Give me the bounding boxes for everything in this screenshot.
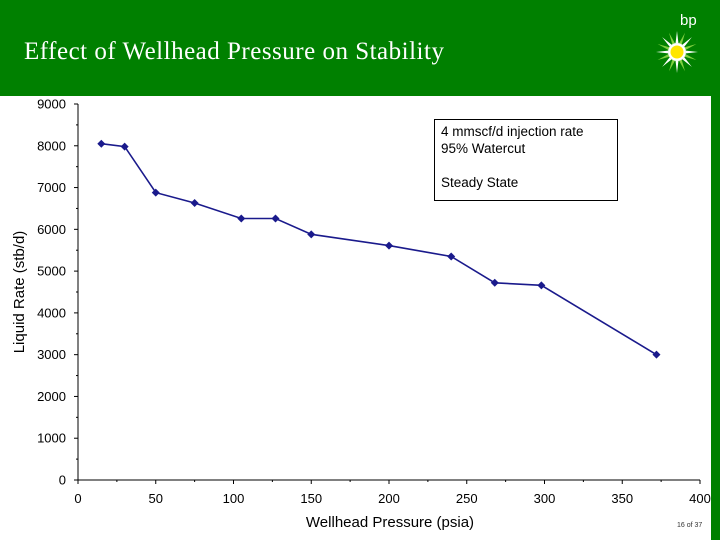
helios-ray: [684, 54, 697, 61]
helios-ray: [657, 43, 670, 50]
slide-title: Effect of Wellhead Pressure on Stability: [24, 38, 445, 65]
right-edge-strip: [711, 96, 720, 540]
helios-rays: [656, 31, 698, 73]
data-point: [190, 199, 199, 208]
y-tick-label: 0: [59, 473, 66, 488]
helios-ray: [675, 60, 679, 73]
x-tick-label: 0: [74, 491, 81, 506]
title-bar: Effect of Wellhead Pressure on Stability…: [0, 0, 720, 96]
data-point: [97, 139, 106, 148]
y-tick-label: 6000: [37, 222, 66, 237]
data-point: [537, 281, 546, 290]
data-point: [120, 142, 129, 151]
data-point: [307, 230, 316, 239]
x-tick-label: 50: [149, 491, 163, 506]
data-point: [237, 214, 246, 223]
helios-ray: [657, 54, 670, 61]
y-tick-label: 3000: [37, 347, 66, 362]
y-tick-label: 7000: [37, 180, 66, 195]
x-tick-label: 300: [534, 491, 556, 506]
helios-ray: [668, 32, 675, 45]
x-tick-label: 100: [223, 491, 245, 506]
data-point: [490, 278, 499, 287]
y-tick-label: 5000: [37, 264, 66, 279]
y-tick-label: 8000: [37, 138, 66, 153]
x-axis-label: Wellhead Pressure (psia): [306, 514, 474, 531]
y-tick-label: 4000: [37, 305, 66, 320]
helios-ray: [682, 57, 692, 67]
x-tick-label: 400: [689, 491, 711, 506]
annotation-line-3: Steady State: [441, 175, 519, 190]
series-line: [101, 142, 657, 356]
helios-ray: [668, 59, 675, 72]
page-number: 16 of 37: [677, 522, 703, 529]
annotation-line-2: 95% Watercut: [441, 141, 526, 156]
helios-ray: [679, 59, 686, 72]
annotation-box: 4 mmscf/d injection rate 95% Watercut St…: [434, 119, 618, 201]
x-tick-label: 250: [456, 491, 478, 506]
helios-ray: [684, 43, 697, 50]
x-tick-label: 150: [300, 491, 322, 506]
data-point: [385, 241, 393, 250]
helios-ray: [675, 31, 679, 44]
x-tick-label: 350: [611, 491, 633, 506]
chart-ticks: 0 1000 2000 3000 4000 5000 6000 7000 8000 9000 0 50…: [37, 97, 711, 507]
logo-text: bp: [680, 12, 697, 29]
data-point: [447, 252, 456, 261]
helios-ray: [679, 32, 686, 45]
helios-center: [670, 45, 684, 59]
bp-helios-logo-icon: [656, 31, 698, 73]
y-tick-label: 1000: [37, 431, 66, 446]
y-tick-label: 2000: [37, 389, 66, 404]
data-point: [151, 188, 160, 197]
helios-ray: [656, 50, 669, 54]
data-point: [652, 350, 661, 359]
x-tick-label: 200: [378, 491, 400, 506]
helios-ray: [662, 37, 672, 47]
helios-ray: [662, 57, 672, 67]
helios-ray: [682, 37, 692, 47]
annotation-line-1: 4 mmscf/d injection rate: [441, 124, 584, 139]
line-chart: 0 1000 2000 3000 4000 5000 6000 7000 8000 9000 0 50…: [11, 97, 711, 532]
annotation-spacer: [441, 157, 611, 174]
chart-series: [97, 139, 661, 359]
y-axis-label: Liquid Rate (stb/d): [11, 231, 28, 354]
helios-ray: [685, 50, 698, 54]
data-point: [271, 214, 280, 223]
y-tick-label: 9000: [37, 97, 66, 112]
